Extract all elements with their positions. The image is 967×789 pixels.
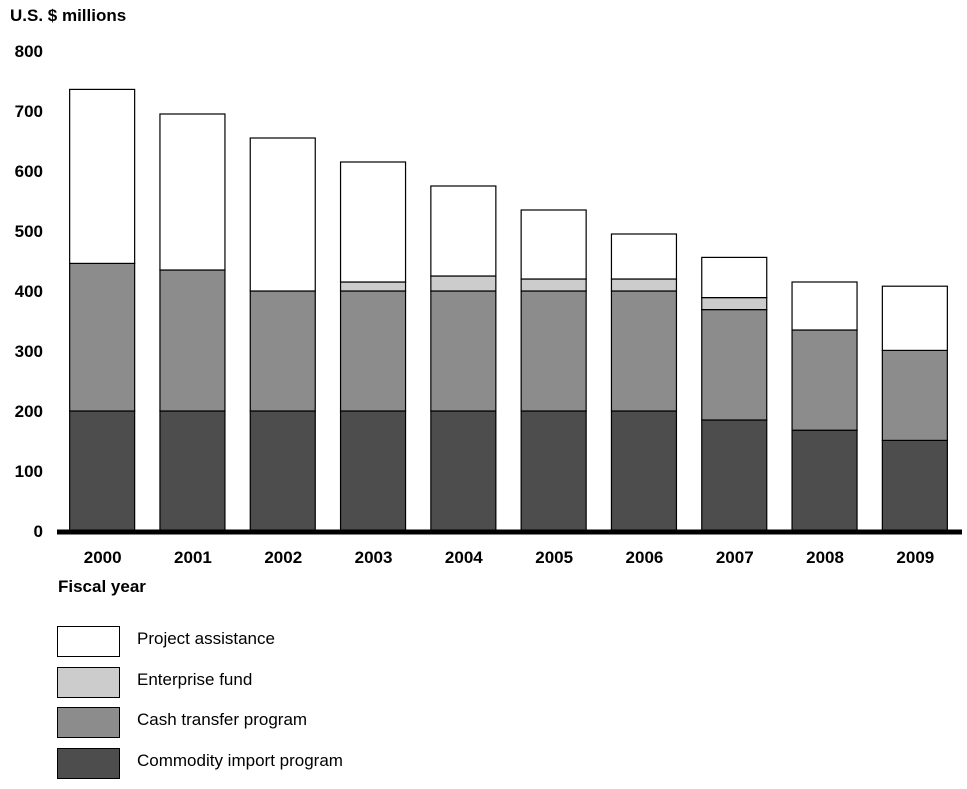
bar-2005-project-assistance bbox=[520, 209, 587, 280]
y-tick-label-400: 400 bbox=[15, 282, 43, 301]
bar-2009-project-assistance bbox=[881, 285, 948, 352]
bar-2003-project-assistance bbox=[339, 161, 407, 283]
bar-2003-enterprise-fund bbox=[339, 281, 407, 292]
bar-2001-commodity-import-program bbox=[159, 410, 226, 532]
legend-label-commodity-import-program: Commodity import program bbox=[137, 751, 343, 771]
x-tick-label-2000: 2000 bbox=[84, 548, 122, 567]
bar-2002-commodity-import-program bbox=[249, 410, 316, 532]
x-tick-label-2007: 2007 bbox=[716, 548, 754, 567]
x-axis-title: Fiscal year bbox=[58, 577, 146, 596]
y-tick-label-100: 100 bbox=[15, 462, 43, 481]
legend-label-enterprise-fund: Enterprise fund bbox=[137, 669, 253, 689]
bar-2007-project-assistance bbox=[701, 256, 768, 299]
legend-swatch-project-assistance bbox=[57, 626, 120, 657]
x-tick-label-2008: 2008 bbox=[806, 548, 844, 567]
bar-2005-commodity-import-program bbox=[520, 410, 587, 532]
bar-2000-commodity-import-program bbox=[69, 410, 136, 532]
bar-2006-cash-transfer-program bbox=[610, 290, 678, 412]
bar-2007-commodity-import-program bbox=[701, 419, 768, 532]
bar-2000-cash-transfer-program bbox=[69, 262, 136, 412]
y-axis-title: U.S. $ millions bbox=[10, 6, 127, 25]
y-tick-label-500: 500 bbox=[15, 222, 43, 241]
legend-swatch-enterprise-fund bbox=[57, 666, 120, 698]
x-tick-label-2003: 2003 bbox=[355, 548, 393, 567]
bar-2008-project-assistance bbox=[791, 281, 858, 331]
bar-2001-cash-transfer-program bbox=[159, 269, 226, 412]
bar-2001-project-assistance bbox=[159, 113, 226, 271]
bar-2006-project-assistance bbox=[610, 233, 678, 280]
x-tick-label-2006: 2006 bbox=[626, 548, 664, 567]
bar-2005-cash-transfer-program bbox=[520, 290, 587, 412]
legend-swatch-commodity-import-program bbox=[57, 748, 120, 780]
x-tick-label-2001: 2001 bbox=[174, 548, 212, 567]
legend-swatch-cash-transfer-program bbox=[57, 707, 120, 739]
bar-2003-commodity-import-program bbox=[339, 410, 407, 532]
bar-2007-enterprise-fund bbox=[701, 297, 768, 311]
bar-2004-project-assistance bbox=[430, 185, 497, 277]
x-tick-label-2004: 2004 bbox=[445, 548, 483, 567]
x-tick-label-2009: 2009 bbox=[896, 548, 934, 567]
bar-2006-enterprise-fund bbox=[610, 278, 678, 292]
bar-2008-cash-transfer-program bbox=[791, 329, 858, 431]
y-tick-label-600: 600 bbox=[15, 162, 43, 181]
bar-2004-commodity-import-program bbox=[430, 410, 497, 532]
y-tick-label-700: 700 bbox=[15, 102, 43, 121]
bar-2004-enterprise-fund bbox=[430, 275, 497, 292]
y-tick-label-300: 300 bbox=[15, 342, 43, 361]
bar-2005-enterprise-fund bbox=[520, 278, 587, 292]
legend-label-project-assistance: Project assistance bbox=[137, 629, 275, 648]
y-tick-label-800: 800 bbox=[15, 42, 43, 61]
y-tick-label-200: 200 bbox=[15, 402, 43, 421]
bar-2009-commodity-import-program bbox=[881, 439, 948, 532]
bar-2002-project-assistance bbox=[249, 137, 316, 292]
bar-2009-cash-transfer-program bbox=[881, 349, 948, 441]
bar-2003-cash-transfer-program bbox=[339, 290, 407, 412]
bar-2004-cash-transfer-program bbox=[430, 290, 497, 412]
bar-2000-project-assistance bbox=[69, 88, 136, 265]
bar-2007-cash-transfer-program bbox=[701, 309, 768, 421]
y-tick-label-0: 0 bbox=[34, 522, 43, 541]
x-tick-label-2002: 2002 bbox=[264, 548, 302, 567]
bar-2008-commodity-import-program bbox=[791, 429, 858, 532]
bar-2002-cash-transfer-program bbox=[249, 290, 316, 412]
x-tick-label-2005: 2005 bbox=[535, 548, 573, 567]
bar-2006-commodity-import-program bbox=[610, 410, 678, 532]
legend-label-cash-transfer-program: Cash transfer program bbox=[137, 710, 308, 730]
